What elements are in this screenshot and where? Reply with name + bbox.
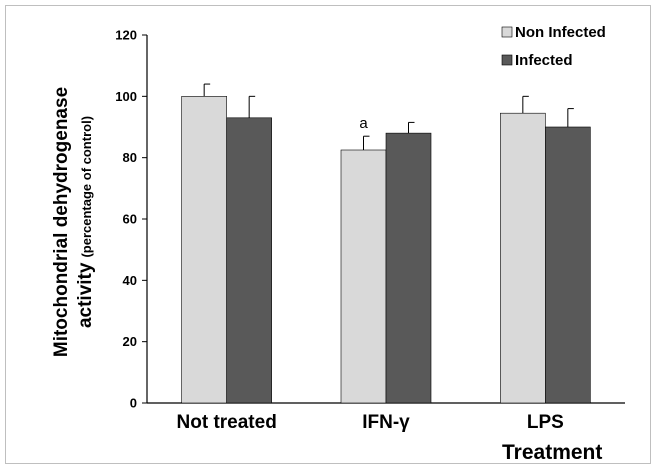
legend-swatch-infected	[501, 54, 513, 66]
x-tick-label: IFN-γ	[362, 412, 410, 433]
annotations: a	[359, 115, 368, 132]
bar	[545, 126, 591, 404]
bar	[226, 117, 272, 404]
y-axis-title-line2: activity (percentage of control)	[75, 116, 96, 328]
y-tick-label: 20	[123, 334, 137, 349]
legend-swatch-non-infected	[501, 26, 513, 38]
y-tick-label: 0	[130, 396, 137, 411]
bar	[500, 112, 546, 404]
bar	[385, 132, 432, 404]
y-axis-title-sub: (percentage of control)	[79, 116, 94, 258]
bar	[340, 149, 387, 404]
x-axis-labels: Not treated IFN-γ LPS	[177, 412, 564, 433]
x-axis-title: Treatment	[502, 441, 602, 464]
chart-frame	[5, 5, 651, 464]
y-axis-title-main: activity	[75, 262, 96, 328]
y-axis-ticks: 0 20 40 60 80 100 120	[115, 28, 147, 411]
bar	[181, 96, 227, 404]
bars	[181, 96, 591, 404]
legend-label-non-infected: Non Infected	[515, 24, 606, 41]
y-tick-label: 80	[123, 150, 137, 165]
y-tick-label: 100	[115, 89, 137, 104]
y-axis-title: Mitochondrial dehydrogenase	[51, 87, 72, 357]
legend-label-infected: Infected	[515, 52, 573, 69]
y-tick-label: 120	[115, 28, 137, 43]
legend: Non Infected Infected	[501, 24, 606, 69]
y-tick-label: 40	[123, 273, 137, 288]
x-tick-label: Not treated	[177, 412, 277, 433]
significance-annotation: a	[359, 115, 368, 132]
x-tick-label: LPS	[527, 412, 564, 433]
y-tick-label: 60	[123, 212, 137, 227]
error-bars	[203, 83, 574, 150]
